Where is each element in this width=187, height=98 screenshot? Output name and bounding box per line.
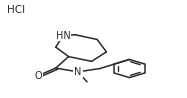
Text: O: O [34, 71, 42, 81]
Text: HN: HN [56, 31, 70, 41]
Text: HCl: HCl [7, 5, 25, 15]
Text: N: N [74, 67, 82, 77]
